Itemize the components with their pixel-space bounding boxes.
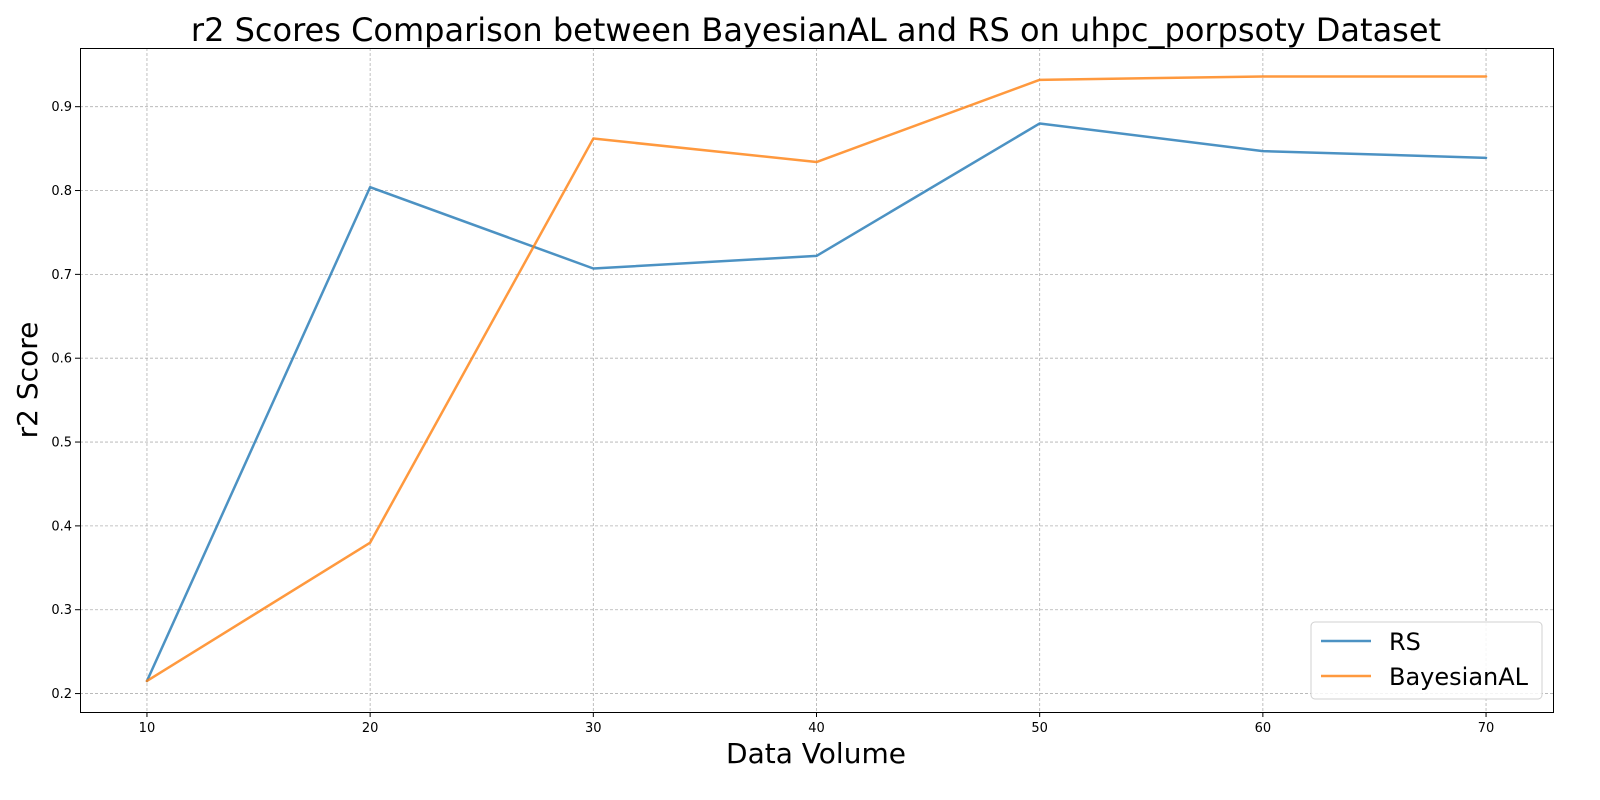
y-tick-label: 0.4: [51, 519, 72, 534]
y-tick-label: 0.9: [51, 100, 72, 115]
legend-label-rs: RS: [1389, 628, 1421, 656]
y-tick-label: 0.2: [51, 687, 72, 702]
x-tick-label: 10: [139, 721, 156, 736]
y-tick-label: 0.6: [51, 352, 72, 367]
series-lines: [145, 75, 1488, 683]
y-tick-label: 0.8: [51, 184, 72, 199]
legend-label-bayesianal: BayesianAL: [1389, 663, 1529, 691]
x-tick-label: 30: [585, 721, 602, 736]
x-tick-label: 40: [808, 721, 825, 736]
legend: RS BayesianAL: [1310, 621, 1543, 700]
plot-frame: [80, 48, 1554, 713]
x-tick-label: 50: [1031, 721, 1048, 736]
grid: [80, 48, 1553, 712]
series-line-rs: [145, 122, 1488, 683]
y-tick-label: 0.3: [51, 603, 72, 618]
x-tick-label: 70: [1478, 721, 1495, 736]
series-line-bayesianal: [145, 75, 1488, 683]
chart-title: r2 Scores Comparison between BayesianAL …: [191, 11, 1441, 49]
y-axis-ticks: 0.2 0.3 0.4 0.5 0.6 0.7 0.8 0.9: [51, 100, 80, 702]
x-axis-ticks: 10 20 30 40 50 60 70: [139, 712, 1495, 736]
y-axis-label: r2 Score: [11, 322, 44, 439]
x-tick-label: 60: [1255, 721, 1272, 736]
x-axis-label: Data Volume: [726, 737, 906, 770]
y-tick-label: 0.7: [51, 268, 72, 283]
x-tick-label: 20: [362, 721, 379, 736]
y-tick-label: 0.5: [51, 436, 72, 451]
